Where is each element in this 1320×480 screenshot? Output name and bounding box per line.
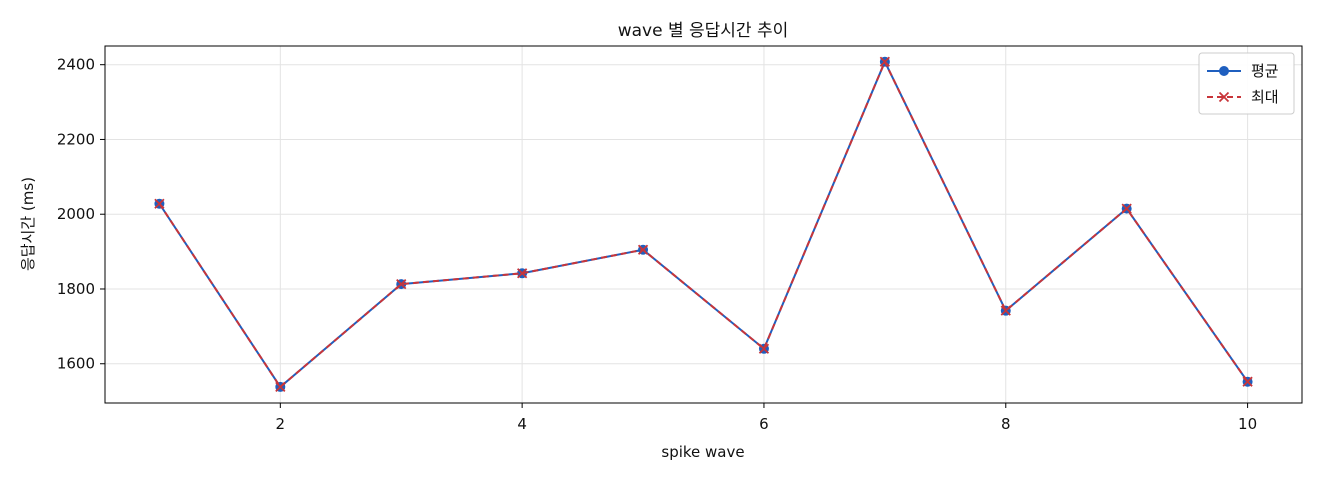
data-point (1121, 203, 1132, 214)
marker-stroke (1218, 91, 1230, 103)
data-point (1242, 376, 1253, 387)
y-tick-label: 2400 (57, 56, 95, 74)
data-point (758, 343, 770, 354)
marker-stroke (275, 381, 286, 393)
y-tick-label: 2000 (57, 205, 95, 223)
legend-label: 최대 (1251, 88, 1279, 106)
series-avg (154, 56, 1253, 392)
data-point (396, 278, 407, 290)
marker-stroke (1242, 376, 1253, 387)
y-tick-label: 2200 (57, 130, 95, 148)
marker-stroke (1121, 203, 1132, 214)
grid (105, 46, 1302, 403)
data-point (516, 268, 528, 279)
series-max (154, 56, 1253, 393)
marker-stroke (516, 268, 528, 279)
marker-stroke (154, 198, 165, 209)
x-tick-label: 8 (1001, 415, 1011, 433)
marker-stroke (396, 278, 407, 290)
plot-frame (104, 45, 1303, 404)
data-point (1000, 305, 1011, 316)
legend-marker (1219, 66, 1229, 76)
series-line (158, 60, 1249, 388)
y-axis-label: 응답시간 (ms) (19, 177, 37, 271)
marker-stroke (637, 244, 649, 255)
x-tick-label: 4 (517, 415, 527, 433)
series-line (158, 60, 1249, 388)
marker-stroke (1000, 305, 1011, 316)
legend-item: 평균 (1207, 62, 1279, 80)
x-tick-label: 10 (1238, 415, 1257, 433)
x-tick-label: 6 (759, 415, 769, 433)
marker-stroke (879, 56, 891, 67)
legend-item: 최대 (1207, 88, 1279, 106)
x-axis-label: spike wave (661, 443, 744, 461)
data-point (275, 381, 286, 393)
y-tick-label: 1800 (57, 280, 95, 298)
data-point (154, 198, 165, 209)
marker-stroke (758, 343, 770, 354)
x-tick-label: 2 (276, 415, 286, 433)
plot-series (154, 56, 1253, 393)
legend-box (1198, 52, 1295, 115)
axis-ticks: 2 4 6 8 10 1600 1800 2000 2200 2400 (57, 56, 1257, 433)
y-tick-label: 1600 (57, 355, 95, 373)
legend-marker (1218, 91, 1230, 103)
legend-label: 평균 (1251, 62, 1279, 80)
chart-title: wave 별 응답시간 추이 (618, 21, 789, 41)
data-point (637, 244, 649, 255)
data-point (879, 56, 891, 67)
